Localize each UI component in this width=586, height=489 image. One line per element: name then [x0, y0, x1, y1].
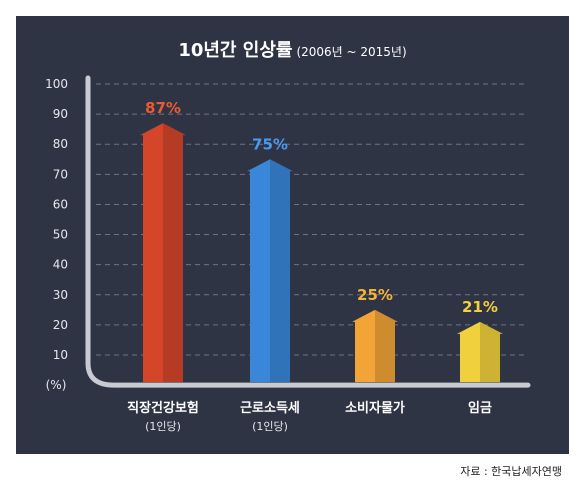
- value-labels: 87% 75% 25% 21%: [145, 99, 498, 316]
- bar-shade: [480, 321, 503, 383]
- y-tick-label: 30: [53, 288, 68, 302]
- bar: [140, 123, 186, 383]
- y-tick-label: 70: [53, 167, 68, 181]
- value-label: 25%: [357, 286, 393, 304]
- chart-title-main: 10년간 인상률: [178, 40, 293, 61]
- category-label: 소비자물가: [345, 401, 405, 416]
- source-note: 자료 : 한국납세자연맹: [460, 465, 562, 478]
- bars: [140, 123, 503, 383]
- category-sublabel: (1인당): [252, 420, 288, 433]
- category-label: 임금: [468, 401, 492, 416]
- chart-title: 10년간 인상률 (2006년 ~ 2015년): [16, 36, 569, 62]
- category-label: 근로소득세: [240, 401, 300, 416]
- chart-panel: 10년간 인상률 (2006년 ~ 2015년) 10 20 30 40 50 60 70 80…: [16, 16, 569, 454]
- bar: [247, 159, 293, 383]
- y-tick-label: 10: [53, 348, 68, 362]
- y-tick-labels: 10 20 30 40 50 60 70 80 90 100: [45, 77, 68, 362]
- y-tick-label: 50: [53, 228, 68, 242]
- category-sublabel: (1인당): [145, 420, 181, 433]
- y-tick-label: 90: [53, 107, 68, 121]
- bar-shade: [375, 309, 398, 383]
- bar-shade: [163, 123, 186, 383]
- bar-chart: 10 20 30 40 50 60 70 80 90 100 (%) 87% 75% 25% 21% 직…: [45, 75, 531, 433]
- y-tick-label: 60: [53, 197, 68, 211]
- x-tick-labels: 직장건강보험 (1인당) 근로소득세 (1인당) 소비자물가 임금: [127, 400, 492, 433]
- value-label: 21%: [462, 298, 498, 316]
- bar: [457, 321, 503, 383]
- value-label: 87%: [145, 99, 181, 117]
- value-label: 75%: [252, 135, 288, 153]
- bar: [352, 309, 398, 383]
- y-tick-label: 40: [53, 258, 68, 272]
- bar-shade: [270, 159, 293, 383]
- y-tick-label: 80: [53, 137, 68, 151]
- chart-subtitle: (2006년 ~ 2015년): [296, 45, 407, 59]
- axis-line: [85, 75, 531, 388]
- y-axis-label: (%): [46, 378, 67, 392]
- y-tick-label: 20: [53, 318, 68, 332]
- y-tick-label: 100: [45, 77, 68, 91]
- category-label: 직장건강보험: [127, 400, 199, 416]
